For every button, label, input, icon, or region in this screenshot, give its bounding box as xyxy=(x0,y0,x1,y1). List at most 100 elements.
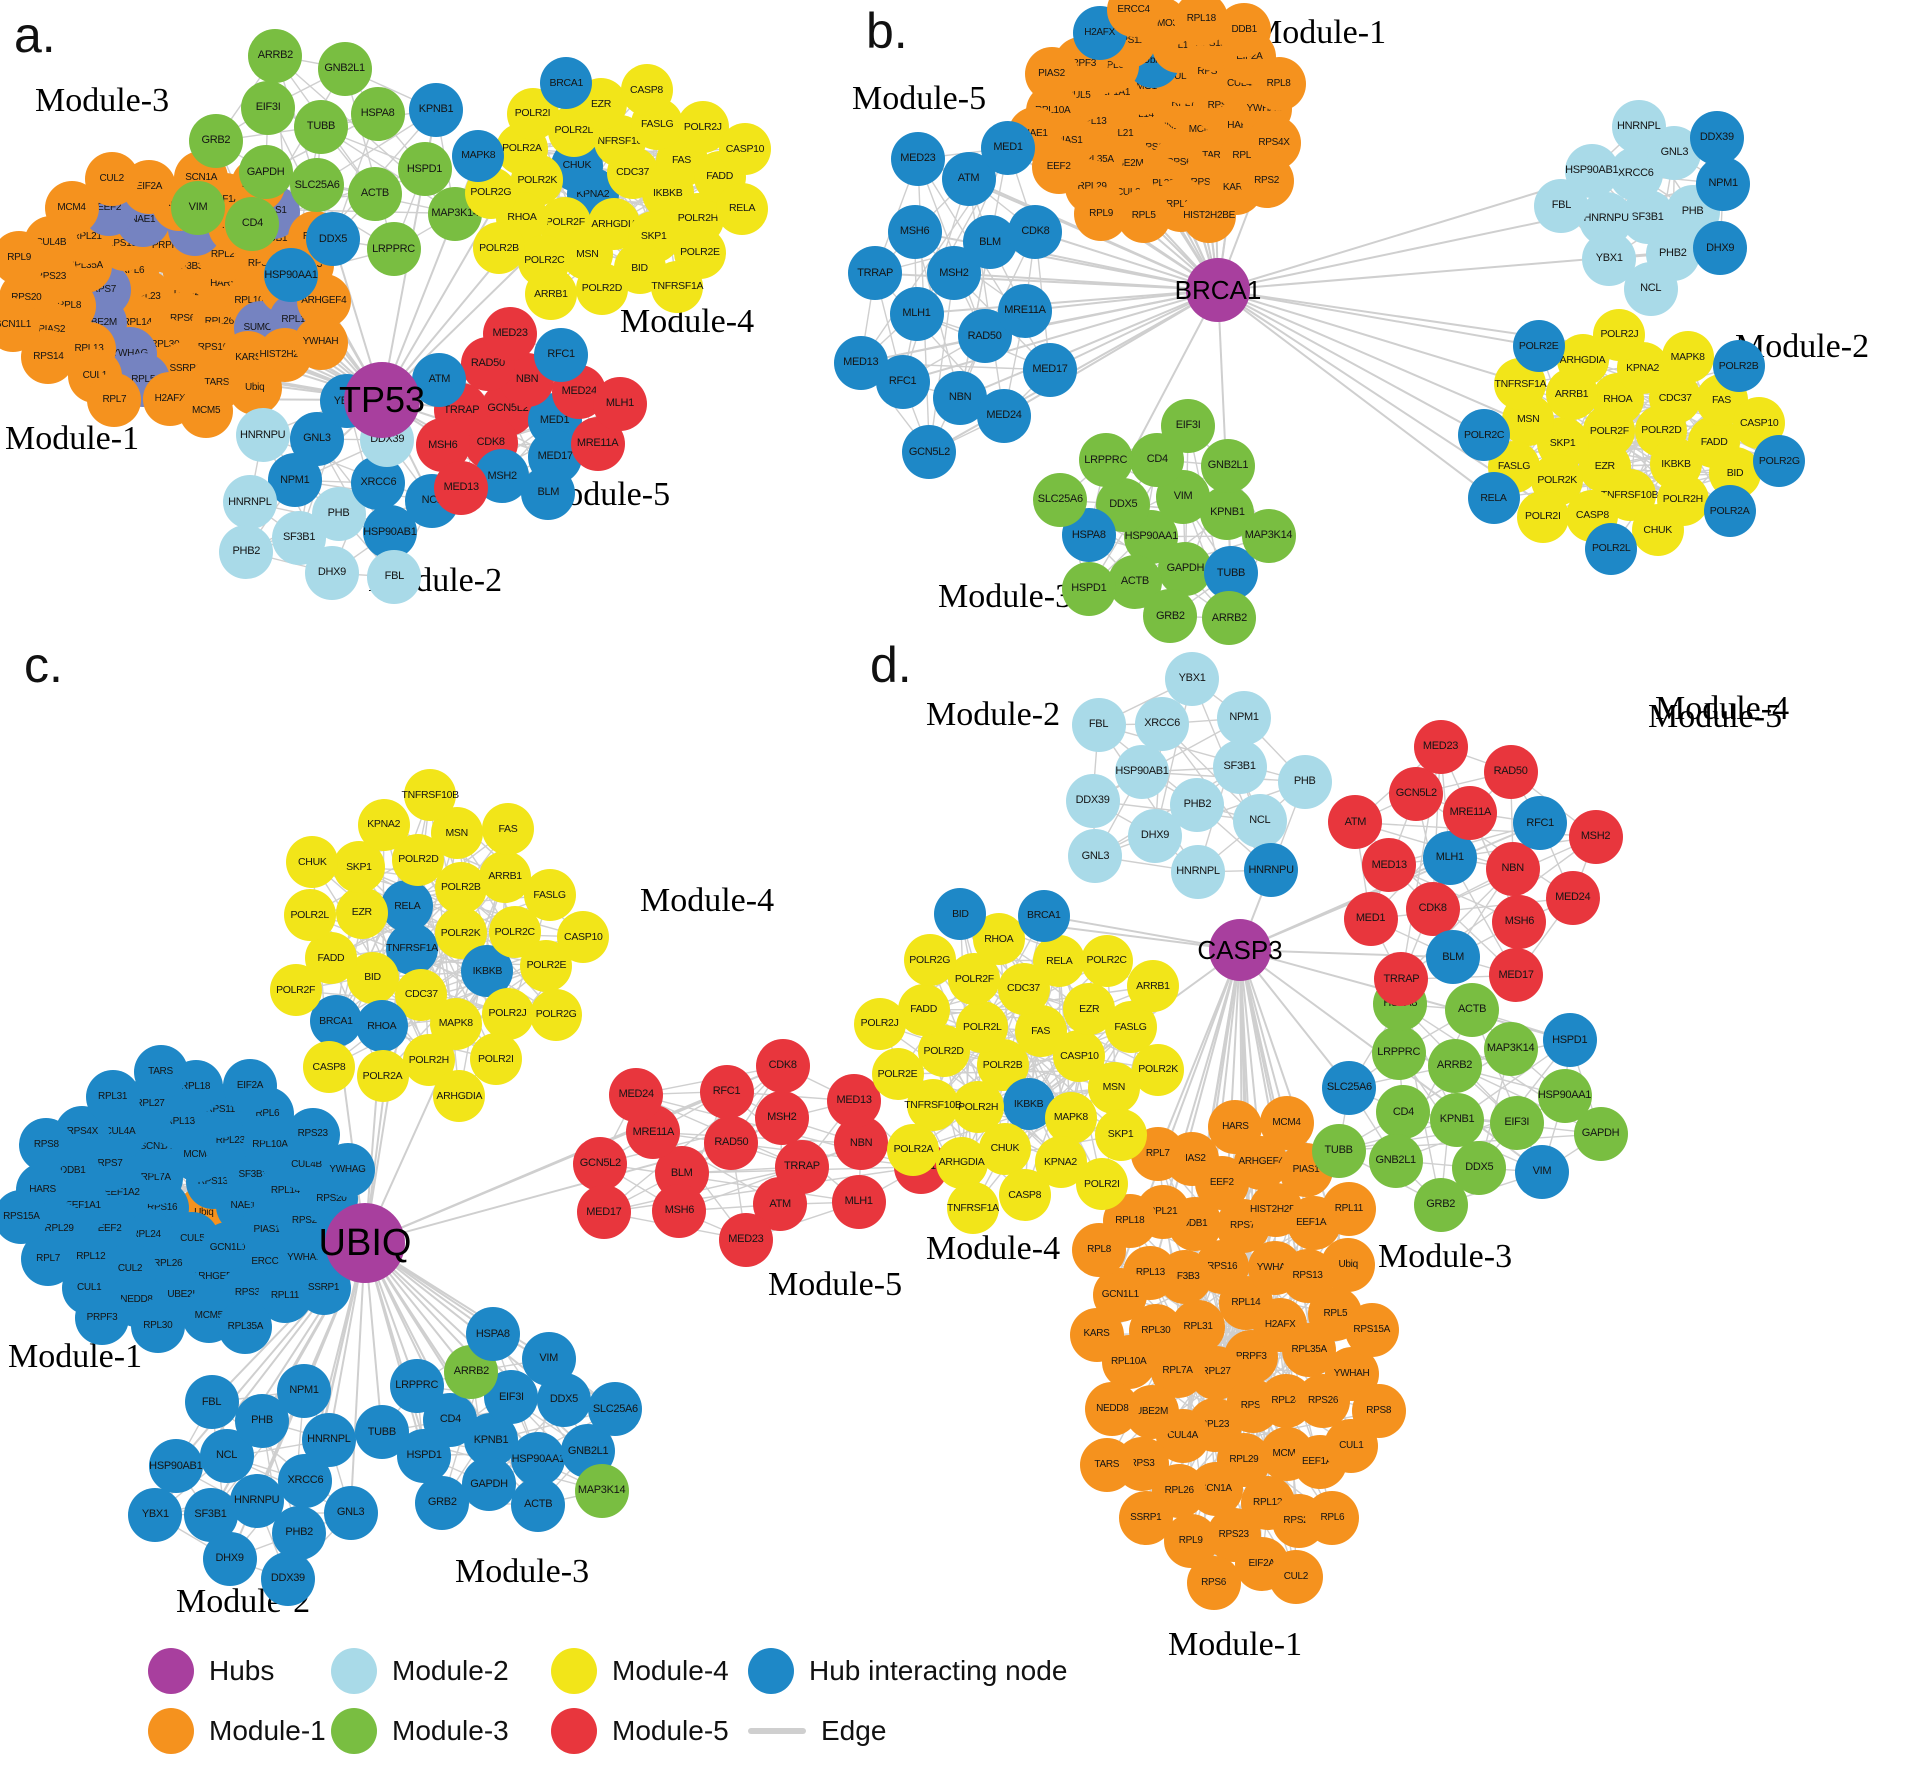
node-tnfrsf1a: TNFRSF1A xyxy=(946,1182,999,1234)
legend-item-module3: Module-3 xyxy=(331,1708,551,1754)
node-ddx39: DDX39 xyxy=(1689,110,1744,165)
node-mapk8: MAPK8 xyxy=(1661,331,1714,384)
node-fbl: FBL xyxy=(184,1375,239,1430)
node-grb2: GRB2 xyxy=(188,114,243,169)
node-med23: MED23 xyxy=(483,306,538,361)
node-bid: BID xyxy=(934,888,987,941)
node-atm: ATM xyxy=(1328,795,1383,850)
legend-item-hub-interacting-node: Hub interacting node xyxy=(748,1648,1067,1694)
node-rhoa: RHOA xyxy=(355,999,408,1052)
module-label-c-module-5: Module-5 xyxy=(768,1266,903,1303)
node-gnb2l1: GNB2L1 xyxy=(317,41,372,96)
node-polr2c: POLR2C xyxy=(1458,409,1511,462)
node-gapdh: GAPDH xyxy=(1573,1107,1628,1161)
panel-letter-b: b. xyxy=(866,3,908,59)
node-sf3b1: SF3B1 xyxy=(1212,740,1267,795)
node-polr2g: POLR2G xyxy=(1753,435,1806,487)
module-label-d-module-5: Module-5 xyxy=(1648,698,1783,735)
module3-swatch-icon xyxy=(331,1708,377,1754)
node-ddb1: DDB1 xyxy=(1217,2,1272,57)
legend-label: Module-2 xyxy=(392,1655,509,1686)
node-pias2: PIAS2 xyxy=(1024,46,1079,101)
node-tubb: TUBB xyxy=(354,1405,409,1460)
node-hnrnpl: HNRNPL xyxy=(222,475,277,530)
node-ybx1: YBX1 xyxy=(128,1487,183,1542)
panel-letter-c: c. xyxy=(24,637,63,693)
node-med23: MED23 xyxy=(890,131,945,186)
node-polr2l: POLR2L xyxy=(1585,522,1638,575)
node-cdk8: CDK8 xyxy=(755,1038,810,1093)
node-mlh1: MLH1 xyxy=(1422,830,1477,885)
node-slc25a6: SLC25A6 xyxy=(1033,472,1088,527)
node-slc25a6: SLC25A6 xyxy=(588,1382,643,1437)
edge-swatch-icon xyxy=(748,1728,806,1734)
module-label-c-module-4: Module-4 xyxy=(640,882,775,919)
node-trrap: TRRAP xyxy=(848,246,903,301)
node-gnl3: GNL3 xyxy=(1068,829,1123,884)
node-eef2: EEF2 xyxy=(1031,139,1086,194)
node-ncl: NCL xyxy=(1232,793,1287,848)
node-rps6: RPS6 xyxy=(1186,1556,1241,1611)
node-rps8: RPS8 xyxy=(1351,1384,1406,1439)
node-casp8: CASP8 xyxy=(303,1041,355,1094)
node-hspa8: HSPA8 xyxy=(350,86,405,141)
node-slc25a6: SLC25A6 xyxy=(1322,1060,1377,1115)
node-rps15a: RPS15A xyxy=(1344,1303,1399,1358)
node-polr2a: POLR2A xyxy=(1703,485,1756,538)
node-fas: FAS xyxy=(482,803,534,856)
node-fadd: FADD xyxy=(897,983,950,1036)
node-lrpprc: LRPPRC xyxy=(389,1358,444,1413)
node-gnl3: GNL3 xyxy=(323,1485,378,1540)
node-med1: MED1 xyxy=(1343,891,1398,946)
legend-item-module2: Module-2 xyxy=(331,1648,551,1694)
node-lrpprc: LRPPRC xyxy=(366,222,421,277)
node-ddx5: DDX5 xyxy=(306,212,360,267)
node-kpna2: KPNA2 xyxy=(357,798,410,851)
node-slc25a6: SLC25A6 xyxy=(290,158,345,213)
node-med13: MED13 xyxy=(434,461,489,515)
legend-label: Hubs xyxy=(209,1655,275,1686)
node-gcn5l2: GCN5L2 xyxy=(902,425,957,480)
node-rpl6: RPL6 xyxy=(1305,1491,1360,1546)
node-arhgdia: ARHGDIA xyxy=(433,1070,486,1123)
node-gcn5l2: GCN5L2 xyxy=(1389,767,1444,821)
node-dhx9: DHX9 xyxy=(1693,221,1748,276)
node-phb2: PHB2 xyxy=(1170,777,1225,832)
node-arrb1: ARRB1 xyxy=(1126,960,1179,1013)
node-nbn: NBN xyxy=(1485,841,1540,896)
node-vim: VIM xyxy=(521,1331,576,1386)
node-med24: MED24 xyxy=(977,389,1031,444)
node-hnrnpu: HNRNPU xyxy=(1244,843,1299,898)
node-hnrnpu: HNRNPU xyxy=(235,408,290,463)
node-hnrnpl: HNRNPL xyxy=(301,1412,356,1467)
node-arrb1: ARRB1 xyxy=(524,268,577,321)
node-actb: ACTB xyxy=(511,1477,566,1532)
node-hspd1: HSPD1 xyxy=(397,142,452,197)
node-map3k14: MAP3K14 xyxy=(1483,1021,1538,1076)
node-kpnb1: KPNB1 xyxy=(1430,1092,1485,1147)
node-prpf3: PRPF3 xyxy=(75,1291,129,1346)
node-rela: RELA xyxy=(716,182,769,235)
node-gnb2l1: GNB2L1 xyxy=(1201,438,1255,493)
node-polr2a: POLR2A xyxy=(887,1123,940,1176)
node-mre11a: MRE11A xyxy=(998,283,1052,338)
legend-label: Hub interacting node xyxy=(809,1655,1068,1686)
node-dhx9: DHX9 xyxy=(202,1531,257,1586)
node-tars: TARS xyxy=(1079,1438,1134,1493)
node-eif3i: EIF3I xyxy=(241,80,296,135)
module1-swatch-icon xyxy=(148,1708,194,1754)
node-polr2a: POLR2A xyxy=(356,1050,409,1102)
node-rpl31: RPL31 xyxy=(85,1070,140,1125)
node-med24: MED24 xyxy=(1545,870,1600,925)
node-ubiq: Ubiq xyxy=(227,360,282,415)
node-npm1: NPM1 xyxy=(277,1363,331,1418)
node-mlh1: MLH1 xyxy=(831,1175,886,1229)
node-casp10: CASP10 xyxy=(557,910,610,963)
node-msh6: MSH6 xyxy=(1492,894,1547,949)
node-polr2i: POLR2I xyxy=(1075,1157,1128,1210)
node-gcn5l2: GCN5L2 xyxy=(573,1136,628,1191)
node-rpl11: RPL11 xyxy=(1321,1181,1376,1236)
legend-item-module1: Module-1 xyxy=(148,1708,331,1754)
node-polr2f: POLR2F xyxy=(269,964,322,1017)
